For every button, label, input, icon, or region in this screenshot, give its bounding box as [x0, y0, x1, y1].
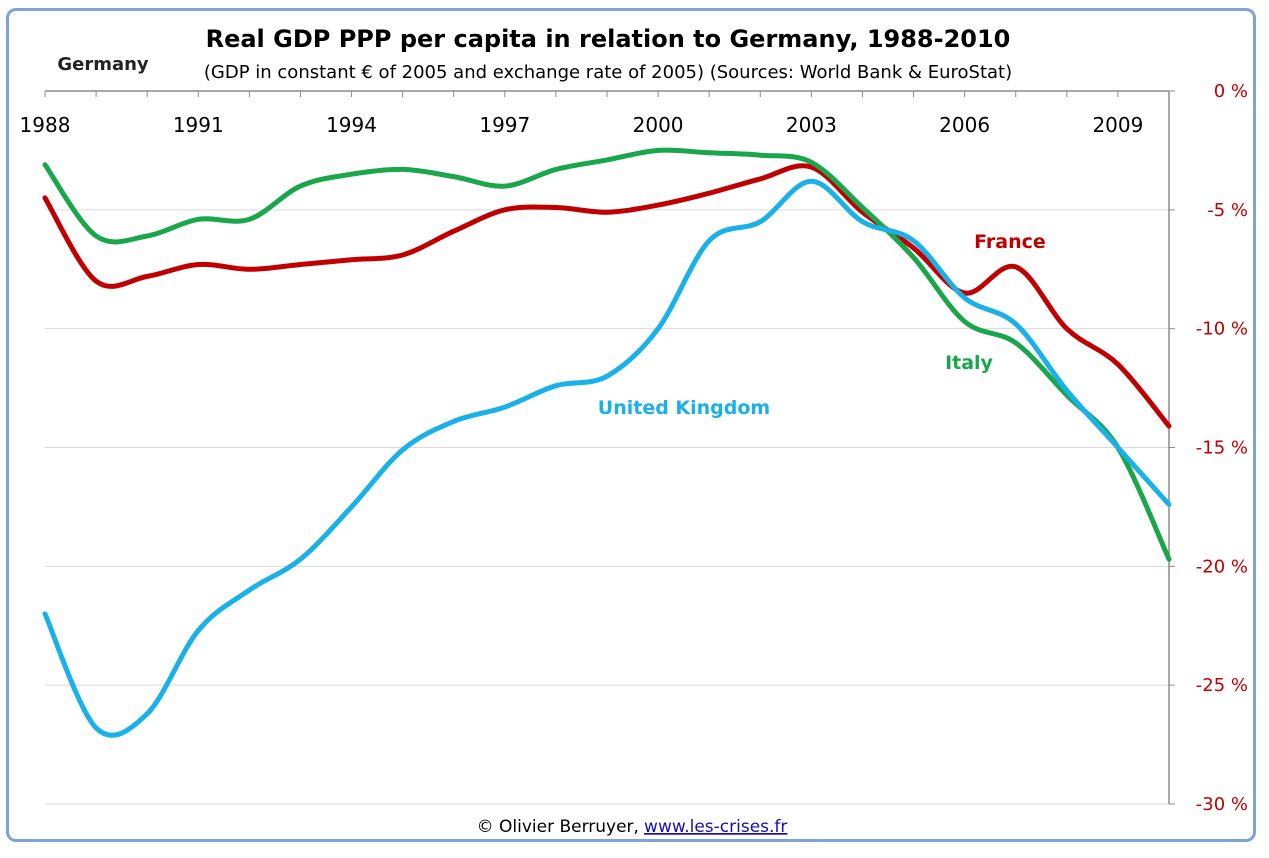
y-tick-label-4: -20 %	[1196, 556, 1248, 577]
baseline-label-germany: Germany	[57, 54, 149, 75]
y-tick-label-5: -25 %	[1196, 675, 1248, 696]
label-italy: Italy	[945, 352, 993, 374]
y-tick-label-3: -15 %	[1196, 438, 1248, 459]
credit: © Olivier Berruyer, www.les-crises.fr	[477, 817, 788, 837]
x-tick-labels: 1988 1991 1994 1997 2000 2003 2006 2009	[20, 113, 1144, 137]
series-lines	[42, 147, 1172, 738]
gridlines	[45, 209, 1169, 805]
x-tick-label-2006: 2006	[939, 113, 990, 137]
x-tick-label-1997: 1997	[479, 113, 530, 137]
x-tick-label-1994: 1994	[326, 113, 377, 137]
series-line-france	[42, 163, 1172, 429]
y-tick-label-1: -5 %	[1207, 200, 1248, 221]
chart-title: Real GDP PPP per capita in relation to G…	[206, 25, 1011, 53]
x-tick-label-1991: 1991	[173, 113, 224, 137]
y-tick-label-6: -30 %	[1196, 794, 1248, 815]
series-line-italy	[42, 147, 1172, 562]
credit-link[interactable]: www.les-crises.fr	[644, 817, 787, 837]
y-tick-label-2: -10 %	[1196, 319, 1248, 340]
y-tick-labels: 0 % -5 % -10 % -15 % -20 % -25 % -30 %	[1196, 81, 1248, 815]
chart-frame	[6, 8, 1256, 842]
x-tick-label-1988: 1988	[20, 113, 71, 137]
series-line-united-kingdom	[42, 178, 1172, 738]
x-tick-label-2000: 2000	[633, 113, 684, 137]
y-tick-label-0: 0 %	[1214, 81, 1248, 102]
x-tick-label-2003: 2003	[786, 113, 837, 137]
chart-subtitle: (GDP in constant € of 2005 and exchange …	[204, 62, 1012, 83]
label-france: France	[974, 231, 1046, 253]
x-tick-label-2009: 2009	[1092, 113, 1143, 137]
credit-author: © Olivier Berruyer,	[477, 817, 639, 837]
axes	[44, 90, 1175, 805]
label-united-kingdom: United Kingdom	[598, 397, 770, 419]
